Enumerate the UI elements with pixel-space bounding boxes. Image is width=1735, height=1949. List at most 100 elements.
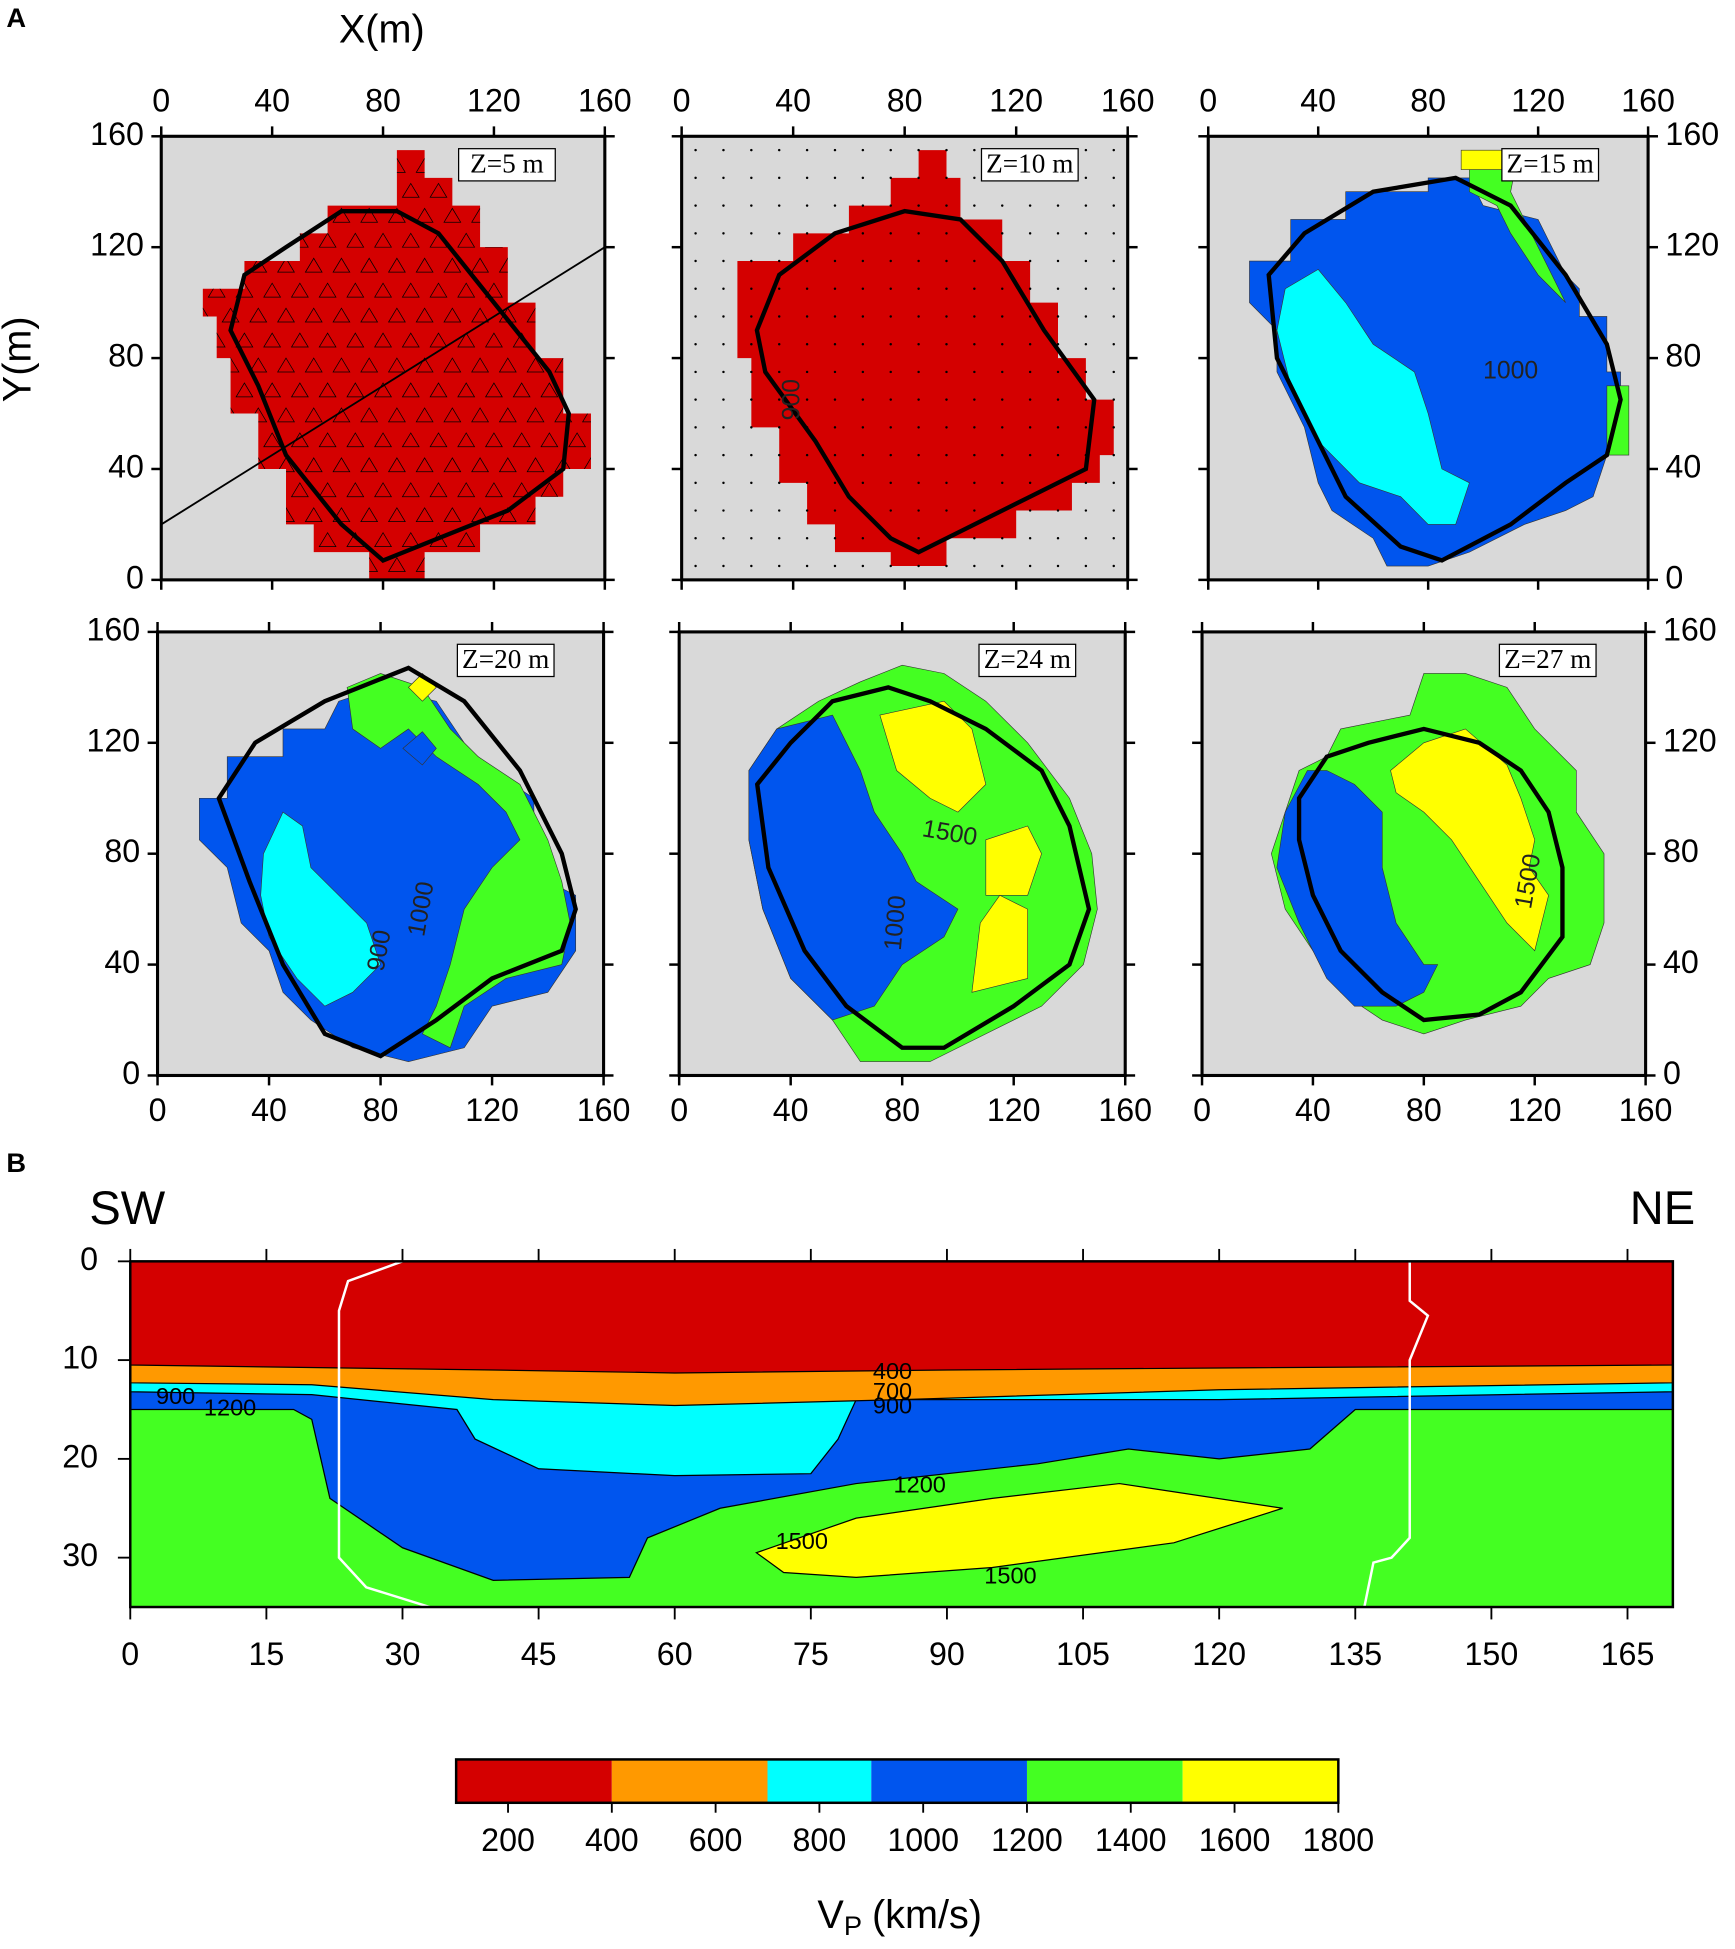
grid-node bbox=[805, 509, 809, 512]
station-triangle bbox=[304, 407, 323, 423]
station-triangle bbox=[387, 457, 406, 473]
grid-node bbox=[750, 148, 753, 152]
grid-node bbox=[1056, 398, 1060, 401]
grid-node bbox=[833, 481, 837, 485]
grid-node bbox=[722, 287, 725, 291]
x-tick-label: 75 bbox=[793, 1636, 829, 1672]
colorbar-tick-label: 1600 bbox=[1199, 1822, 1271, 1858]
grid-node bbox=[1084, 148, 1088, 152]
grid-node bbox=[861, 287, 865, 291]
grid-node bbox=[722, 481, 725, 485]
grid-node bbox=[694, 453, 697, 457]
boundary bbox=[1296, 726, 1565, 1023]
z-label: Z=15 m bbox=[1507, 148, 1594, 178]
station-triangle bbox=[360, 407, 379, 423]
boundary bbox=[754, 685, 1092, 1050]
grid-node bbox=[889, 398, 892, 401]
grid-node bbox=[973, 315, 976, 318]
grid-node bbox=[777, 232, 781, 235]
grid-node bbox=[1028, 564, 1032, 568]
y-tick-label: 0 bbox=[122, 1055, 140, 1091]
station-triangle bbox=[387, 407, 406, 423]
velocity-region bbox=[260, 811, 381, 1007]
station-triangle bbox=[581, 457, 591, 473]
grid-node bbox=[1028, 204, 1032, 207]
grid-node bbox=[1001, 481, 1004, 485]
grid-node bbox=[722, 342, 725, 346]
grid-node bbox=[917, 481, 920, 485]
grid-node bbox=[945, 426, 948, 429]
grid-node bbox=[1112, 564, 1115, 568]
grid-node bbox=[694, 481, 697, 485]
x-tick-label: 0 bbox=[670, 1092, 688, 1128]
color-bin bbox=[456, 1759, 612, 1803]
station-triangle bbox=[318, 282, 337, 298]
grid-node bbox=[694, 204, 697, 207]
grid-node bbox=[973, 148, 976, 152]
grid-node bbox=[1028, 259, 1032, 263]
grid-node bbox=[861, 370, 865, 374]
grid-node bbox=[1112, 398, 1115, 401]
grid-node bbox=[945, 509, 948, 512]
grid-node bbox=[777, 287, 781, 291]
grid-node bbox=[889, 232, 892, 235]
frame bbox=[129, 1260, 1675, 1609]
station-triangle bbox=[581, 407, 591, 423]
x-tick-label: 120 bbox=[1508, 1092, 1562, 1128]
z-label: Z=27 m bbox=[1504, 644, 1591, 674]
x-tick-label: 120 bbox=[1192, 1636, 1246, 1672]
grid-node bbox=[861, 148, 865, 152]
colorbar-tick-label: 1800 bbox=[1303, 1822, 1375, 1858]
grid-node bbox=[694, 426, 697, 429]
contour-label: 900 bbox=[873, 1393, 912, 1419]
grid-node bbox=[1028, 537, 1032, 540]
station-triangle bbox=[374, 532, 393, 547]
grid-node bbox=[1112, 315, 1115, 318]
station-triangle bbox=[374, 282, 393, 298]
x-tick-label: 105 bbox=[1056, 1636, 1110, 1672]
grid-node bbox=[1084, 509, 1088, 512]
station-triangle bbox=[304, 257, 323, 273]
y-tick-label: 0 bbox=[126, 559, 144, 595]
grid-node bbox=[945, 453, 948, 457]
station-triangle bbox=[249, 307, 268, 323]
grid-node bbox=[750, 176, 753, 180]
grid-node bbox=[694, 398, 697, 401]
station-triangle bbox=[498, 357, 517, 373]
station-triangle bbox=[443, 357, 462, 373]
color-bin bbox=[1026, 1759, 1183, 1803]
station-triangle bbox=[318, 432, 337, 448]
grid-node bbox=[861, 426, 865, 429]
station-triangle bbox=[471, 407, 490, 423]
x-tick-label: 45 bbox=[521, 1636, 557, 1672]
station-triangle bbox=[290, 482, 309, 498]
station-triangle bbox=[401, 232, 420, 248]
label-sub: P bbox=[844, 1910, 862, 1941]
velocity-region bbox=[1460, 149, 1506, 170]
grid-node bbox=[917, 232, 920, 235]
grid-node bbox=[973, 370, 976, 374]
grid-node bbox=[694, 176, 697, 180]
grid-node bbox=[861, 315, 865, 318]
grid-node bbox=[777, 453, 781, 457]
grid-node bbox=[694, 509, 697, 512]
grid-node bbox=[722, 232, 725, 235]
grid-node bbox=[1084, 204, 1088, 207]
station-triangle bbox=[429, 432, 448, 448]
station-triangle bbox=[512, 382, 531, 398]
z-label-box bbox=[978, 643, 1077, 678]
station-triangle bbox=[415, 257, 434, 273]
grid-node bbox=[833, 537, 837, 540]
contour-label: 400 bbox=[873, 1358, 912, 1384]
grid-node bbox=[945, 481, 948, 485]
grid-node bbox=[750, 232, 753, 235]
grid-node bbox=[777, 204, 781, 207]
station-triangle bbox=[346, 282, 365, 298]
grid-node bbox=[694, 564, 697, 568]
grid-node bbox=[805, 370, 809, 374]
grid-node bbox=[805, 259, 809, 263]
grid-node bbox=[777, 176, 781, 180]
contour-label: 900 bbox=[156, 1383, 195, 1409]
grid-node bbox=[805, 342, 809, 346]
station-triangle bbox=[332, 357, 351, 373]
